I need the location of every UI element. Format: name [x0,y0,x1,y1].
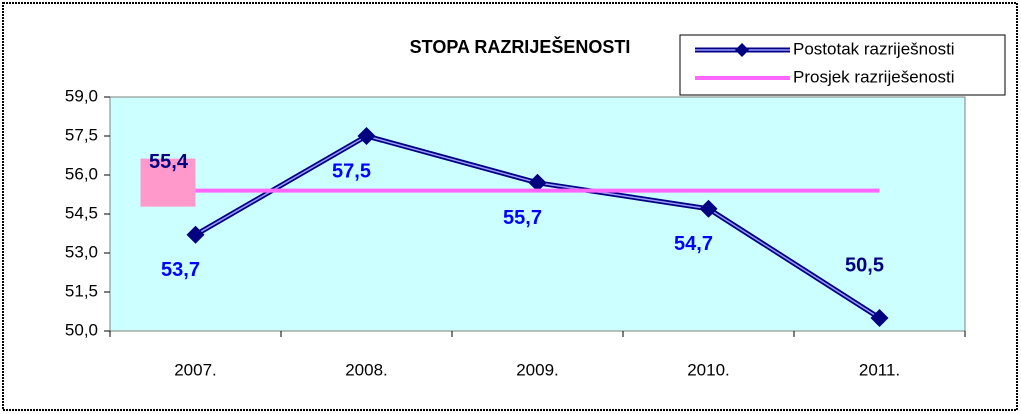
plot-area [109,96,966,332]
y-tick-label: 57,5 [65,125,98,144]
y-tick-label: 56,0 [65,164,98,183]
y-tick-label: 53,0 [65,242,98,261]
y-tick-label: 59,0 [65,86,98,105]
x-tick-label: 2009. [516,360,559,379]
marker [357,127,376,145]
y-tick-label: 51,5 [65,281,98,300]
x-tick-label: 2011. [859,360,900,379]
data-label: 50,5 [845,254,884,276]
data-label: 55,7 [503,207,542,229]
x-tick-label: 2007. [174,360,217,379]
legend-label: Prosjek razriješenosti [793,67,955,86]
y-tick-label: 50,0 [65,320,98,339]
marker [699,199,718,218]
data-label: 55,4 [149,151,189,173]
legend [679,34,1006,96]
x-tick-label: 2008. [345,360,388,379]
marker [870,309,889,327]
x-tick-label: 2010. [687,360,730,379]
data-label: 54,7 [674,233,713,255]
data-label-box [140,158,196,207]
data-label: 53,7 [161,259,200,281]
legend-label: Postotak razriješnosti [793,39,955,58]
marker [186,225,205,244]
chart-title: STOPA RAZRIJEŠENOSTI [410,36,631,57]
legend-marker [735,43,749,57]
data-label: 57,5 [332,160,371,182]
y-tick-label: 54,5 [65,203,98,222]
marker [528,173,547,192]
